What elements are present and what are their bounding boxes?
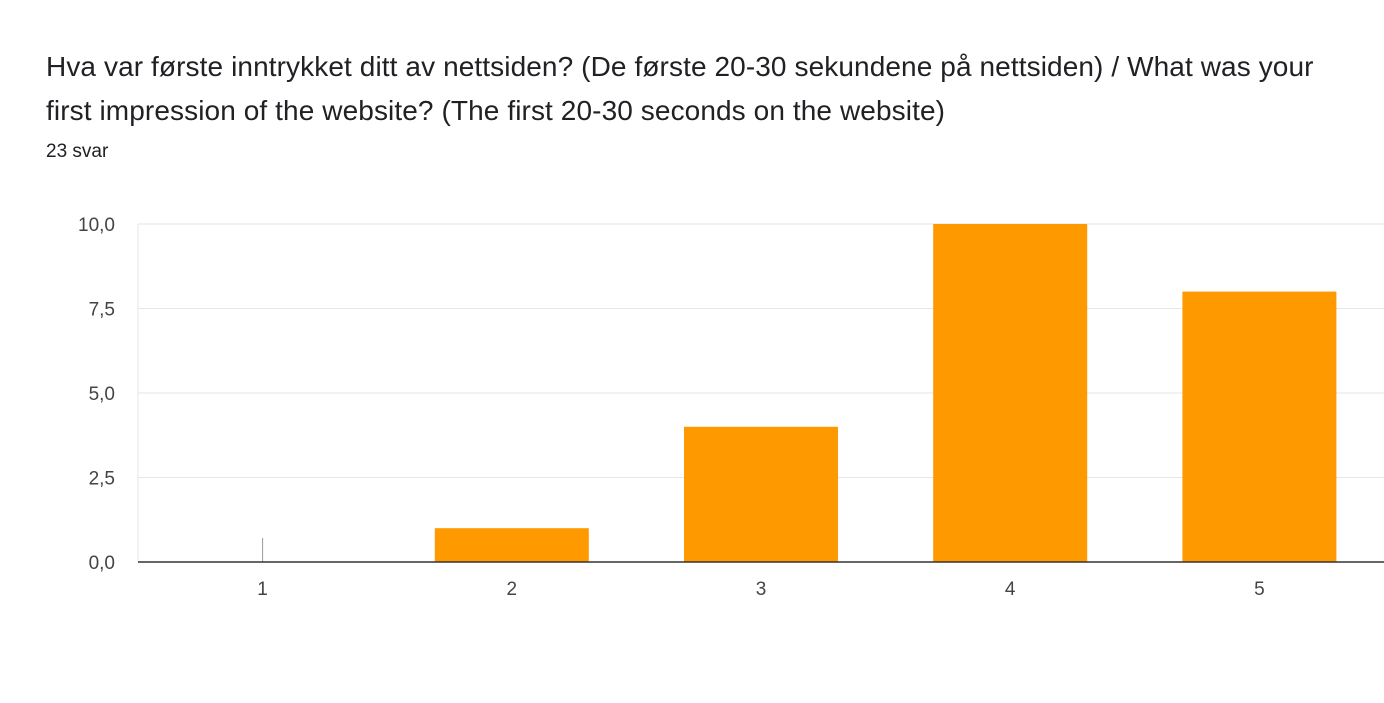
bar — [434, 528, 589, 562]
bar — [1182, 291, 1337, 562]
y-tick-label: 7,5 — [89, 300, 115, 321]
bar — [684, 426, 838, 562]
y-tick-label: 10,0 — [78, 215, 115, 236]
chart-container: 0,0 2,5 5,0 7,5 10,0 1 2 3 4 5 — [0, 190, 1384, 630]
response-count: 23 svar — [46, 141, 109, 162]
y-tick-label: 5,0 — [89, 384, 115, 405]
x-tick-label: 5 — [1254, 579, 1265, 600]
bar — [933, 224, 1088, 562]
bar-chart: 0,0 2,5 5,0 7,5 10,0 1 2 3 4 5 — [78, 215, 1384, 600]
question-title: Hva var første inntrykket ditt av nettsi… — [46, 51, 1314, 126]
x-tick-label: 4 — [1005, 579, 1016, 600]
x-tick-label: 2 — [507, 579, 518, 600]
y-tick-label: 0,0 — [89, 553, 115, 574]
y-tick-label: 2,5 — [89, 469, 115, 490]
x-tick-label: 1 — [257, 579, 268, 600]
x-tick-label: 3 — [756, 579, 767, 600]
